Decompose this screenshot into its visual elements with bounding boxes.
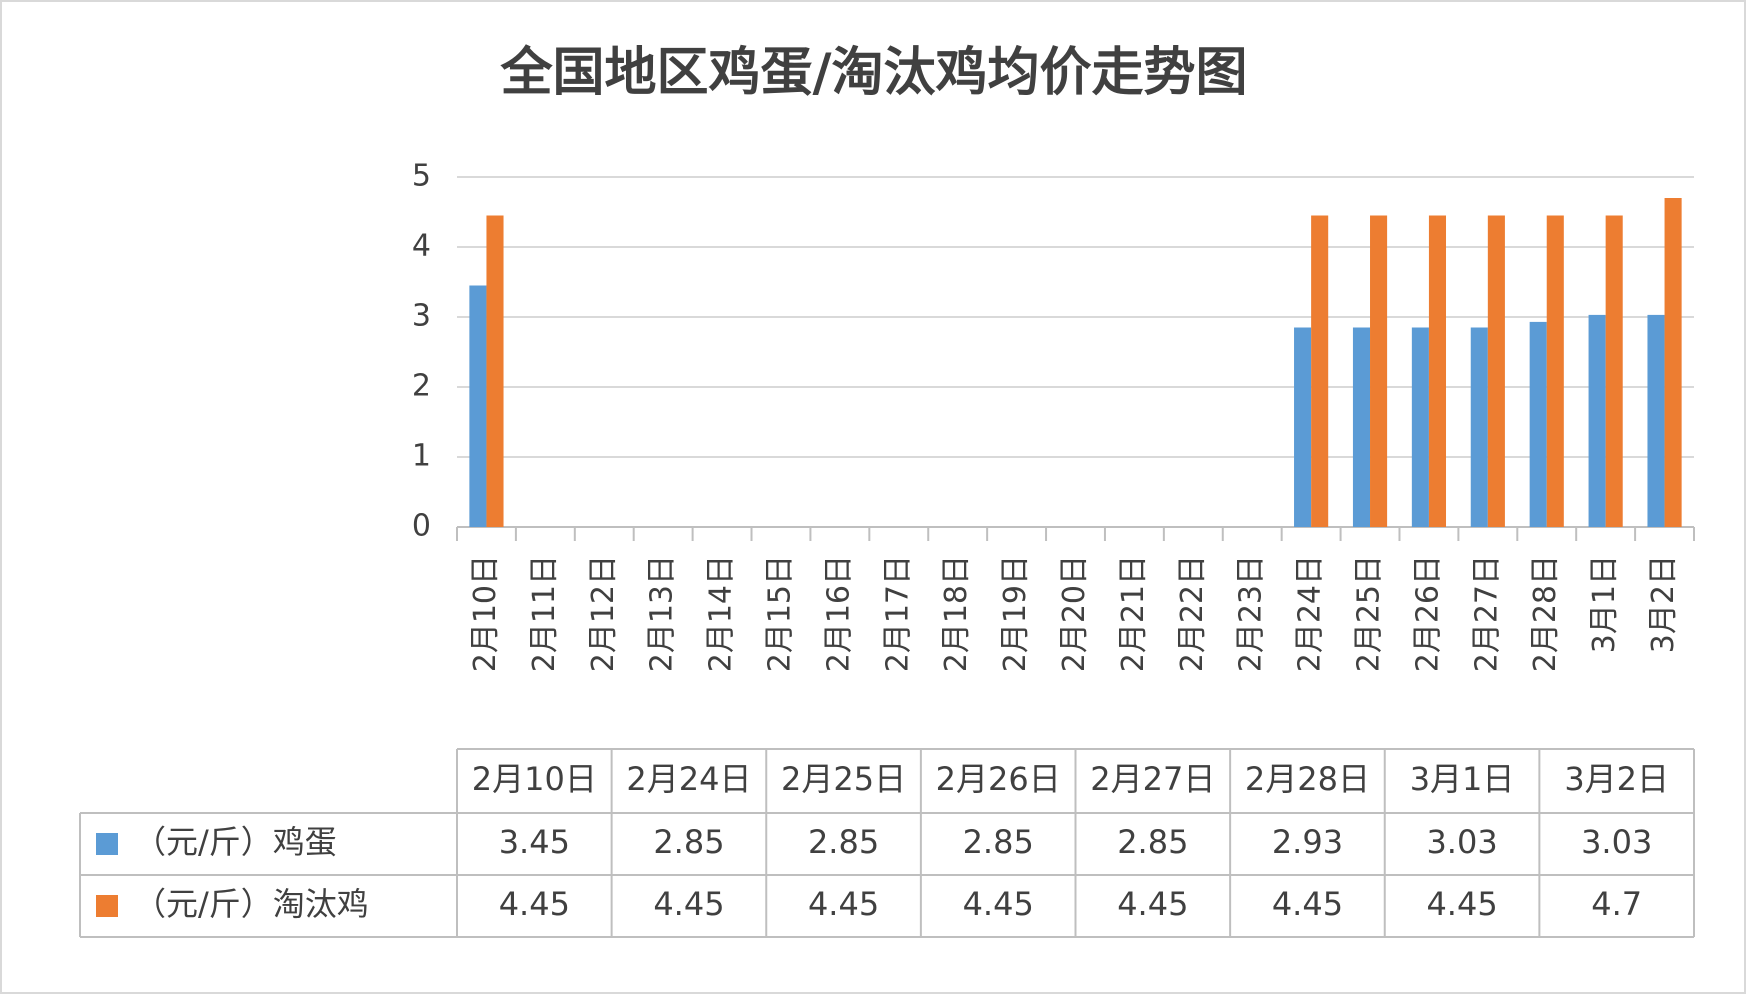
bar xyxy=(1647,314,1665,527)
x-tick-label: 2月23日 xyxy=(1234,555,1269,672)
x-tick-label: 2月10日 xyxy=(468,555,503,672)
legend-label: （元/斤）淘汰鸡 xyxy=(134,885,369,923)
bar xyxy=(1352,327,1371,527)
x-tick-label: 2月27日 xyxy=(1469,555,1504,672)
bar xyxy=(1470,327,1488,527)
bar xyxy=(1370,215,1388,527)
x-tick-label: 2月19日 xyxy=(998,555,1033,672)
legend-swatch xyxy=(96,895,118,917)
y-tick-label: 2 xyxy=(412,369,431,404)
x-tick-label: 3月1日 xyxy=(1587,555,1622,653)
y-tick-label: 4 xyxy=(412,229,431,264)
table-header: 2月24日 xyxy=(626,760,751,798)
table-value: 4.7 xyxy=(1591,885,1642,923)
x-tick-label: 3月2日 xyxy=(1646,555,1681,653)
legend-swatch xyxy=(96,833,118,855)
bar xyxy=(1487,215,1505,527)
x-tick-label: 2月14日 xyxy=(704,555,739,672)
bar xyxy=(1294,327,1312,527)
x-tick-label: 2月20日 xyxy=(1057,555,1092,672)
x-tick-label: 2月21日 xyxy=(1116,555,1151,672)
y-tick-label: 1 xyxy=(412,439,431,474)
bar xyxy=(1605,215,1623,527)
table-value: 3.03 xyxy=(1426,823,1497,861)
bar xyxy=(486,215,504,527)
x-tick-label: 2月15日 xyxy=(762,555,797,672)
bar xyxy=(1588,314,1606,527)
y-tick-label: 3 xyxy=(412,299,431,334)
legend-label: （元/斤）鸡蛋 xyxy=(134,823,337,861)
table-value: 4.45 xyxy=(499,885,570,923)
table-header: 2月26日 xyxy=(936,760,1061,798)
y-tick-label: 5 xyxy=(412,159,431,194)
bar xyxy=(469,285,487,527)
table-value: 4.45 xyxy=(1117,885,1188,923)
bar xyxy=(1428,215,1447,527)
chart-title: 全国地区鸡蛋/淘汰鸡均价走势图 xyxy=(500,43,1248,103)
table-value: 3.03 xyxy=(1581,823,1652,861)
x-tick-label: 2月28日 xyxy=(1528,555,1563,672)
table-header: 2月27日 xyxy=(1090,760,1215,798)
table-value: 2.85 xyxy=(808,823,879,861)
table-header: 2月28日 xyxy=(1245,760,1370,798)
x-tick-label: 2月24日 xyxy=(1293,555,1328,672)
table-value: 4.45 xyxy=(1272,885,1343,923)
y-tick-label: 0 xyxy=(412,509,431,544)
table-header: 2月25日 xyxy=(781,760,906,798)
bar xyxy=(1311,215,1329,527)
bar xyxy=(1546,215,1564,527)
table-value: 4.45 xyxy=(653,885,724,923)
table-header: 2月10日 xyxy=(472,760,597,798)
x-tick-label: 2月12日 xyxy=(586,555,621,672)
bar xyxy=(1664,198,1682,527)
table-value: 4.45 xyxy=(1426,885,1497,923)
x-tick-label: 2月26日 xyxy=(1410,555,1445,672)
table-header: 3月1日 xyxy=(1410,760,1515,798)
table-value: 2.85 xyxy=(653,823,724,861)
x-tick-label: 2月13日 xyxy=(645,555,680,672)
x-tick-label: 2月16日 xyxy=(821,555,856,672)
table-header: 3月2日 xyxy=(1564,760,1669,798)
x-tick-label: 2月25日 xyxy=(1352,555,1387,672)
table-value: 3.45 xyxy=(499,823,570,861)
table-value: 2.85 xyxy=(1117,823,1188,861)
x-tick-label: 2月17日 xyxy=(880,555,915,672)
x-tick-label: 2月18日 xyxy=(939,555,974,672)
table-value: 2.85 xyxy=(963,823,1034,861)
table-value: 2.93 xyxy=(1272,823,1343,861)
table-value: 4.45 xyxy=(963,885,1034,923)
bar xyxy=(1411,327,1429,527)
table-value: 4.45 xyxy=(808,885,879,923)
x-tick-label: 2月11日 xyxy=(527,555,562,672)
bar xyxy=(1529,321,1547,527)
x-tick-label: 2月22日 xyxy=(1175,555,1210,672)
